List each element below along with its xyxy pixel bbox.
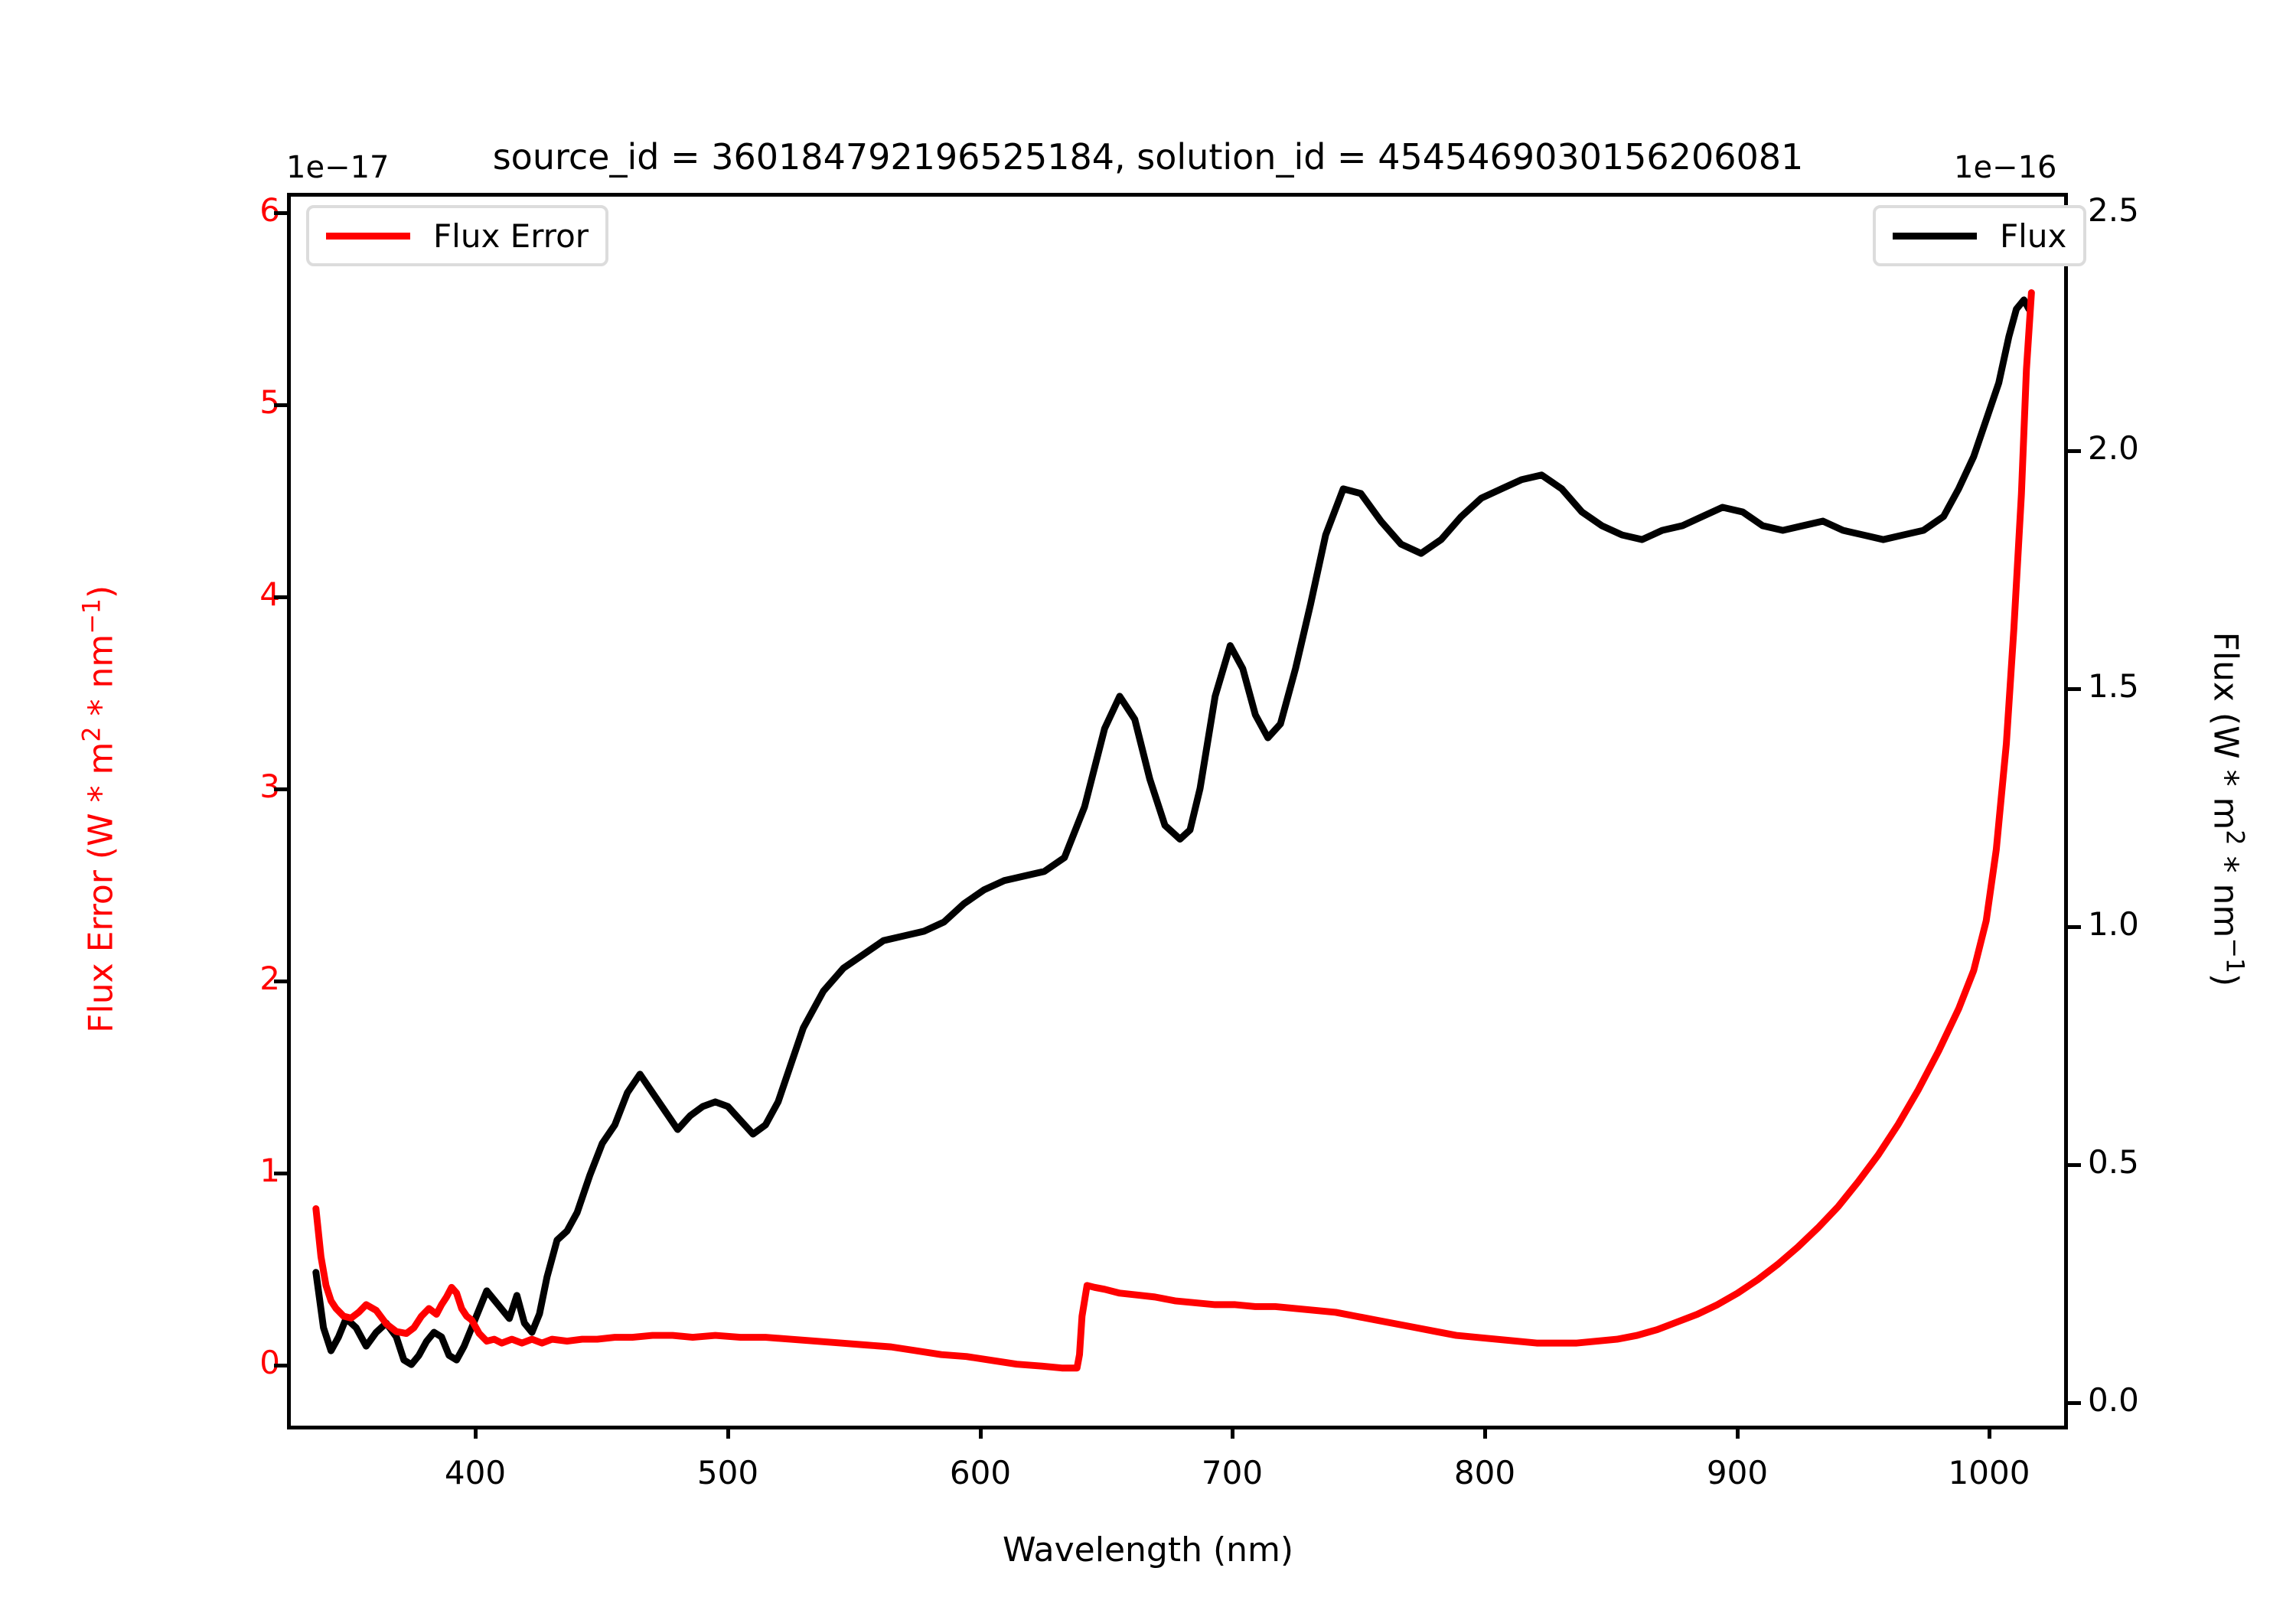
legend-label-flux: Flux [2000, 217, 2067, 255]
left-tick-4: 4 [259, 575, 280, 613]
right-tickmark-2-0 [2068, 449, 2081, 453]
left-tick-3: 3 [259, 768, 280, 805]
x-tick-700: 700 [1201, 1454, 1264, 1491]
right-tick-0-5: 0.5 [2088, 1143, 2139, 1181]
legend-line-icon-black [1893, 232, 1977, 240]
legend-flux-error[interactable]: Flux Error [306, 205, 609, 266]
x-tickmark-400 [474, 1426, 478, 1439]
legend-label-flux-error: Flux Error [433, 217, 589, 255]
legend-line-icon-red [326, 232, 410, 240]
y-left-label-post: ) [81, 585, 121, 599]
left-tickmark-5 [274, 403, 287, 407]
x-tick-900: 900 [1706, 1454, 1769, 1491]
plot-svg [312, 288, 2035, 1372]
right-tick-2-0: 2.0 [2088, 429, 2139, 467]
left-tickmark-2 [274, 980, 287, 983]
left-tickmark-1 [274, 1172, 287, 1175]
left-tick-1: 1 [259, 1152, 280, 1189]
right-tickmark-1-0 [2068, 925, 2081, 929]
left-tickmark-6 [274, 211, 287, 215]
x-tick-400: 400 [444, 1454, 507, 1491]
left-axis-exponent: 1e−17 [286, 150, 390, 185]
flux-error-series-line [312, 288, 2035, 1372]
chart-title: source_id = 360184792196525184, solution… [492, 136, 1804, 178]
right-tick-2-5: 2.5 [2088, 191, 2139, 229]
y-left-label-pre: Flux Error (W * m [81, 742, 121, 1033]
y-right-label-post: ) [2206, 973, 2245, 987]
left-tick-6: 6 [259, 191, 280, 229]
x-tickmark-800 [1483, 1426, 1487, 1439]
right-tick-1-5: 1.5 [2088, 667, 2139, 705]
y-right-label-mid: * nm [2206, 845, 2245, 938]
y-right-label-sup1: 2 [2220, 830, 2249, 846]
y-axis-left-label: Flux Error (W * m2 * nm−1) [79, 464, 121, 1153]
x-tick-800: 800 [1453, 1454, 1516, 1491]
left-tick-5: 5 [259, 383, 280, 421]
left-tickmark-3 [274, 787, 287, 791]
x-tickmark-1000 [1988, 1426, 1991, 1439]
x-tick-1000: 1000 [1948, 1454, 2030, 1491]
x-tickmark-900 [1736, 1426, 1740, 1439]
legend-flux[interactable]: Flux [1873, 205, 2087, 266]
x-tickmark-500 [726, 1426, 730, 1439]
y-left-label-mid: * nm [81, 634, 121, 727]
right-tick-0-0: 0.0 [2088, 1381, 2139, 1419]
right-axis-exponent: 1e−16 [1954, 150, 2057, 185]
x-tickmark-700 [1231, 1426, 1234, 1439]
x-tickmark-600 [979, 1426, 983, 1439]
left-tick-2: 2 [259, 960, 280, 997]
left-tick-0: 0 [259, 1344, 280, 1381]
plot-area [287, 193, 2068, 1429]
y-axis-right-label: Flux (W * m2 * nm−1) [2206, 464, 2249, 1153]
flux-series-line [312, 296, 2033, 1368]
x-tick-500: 500 [696, 1454, 759, 1491]
y-left-label-sup1: 2 [78, 726, 106, 742]
y-left-label-sup2: −1 [78, 598, 106, 634]
x-tick-600: 600 [949, 1454, 1012, 1491]
x-axis-label: Wavelength (nm) [1002, 1530, 1294, 1570]
right-tickmark-0-0 [2068, 1401, 2081, 1405]
right-tick-1-0: 1.0 [2088, 905, 2139, 943]
y-right-label-pre: Flux (W * m [2206, 631, 2245, 830]
left-tickmark-0 [274, 1364, 287, 1367]
y-right-label-sup2: −1 [2220, 937, 2249, 974]
left-tickmark-4 [274, 595, 287, 599]
right-tickmark-0-5 [2068, 1163, 2081, 1167]
right-tickmark-1-5 [2068, 687, 2081, 691]
